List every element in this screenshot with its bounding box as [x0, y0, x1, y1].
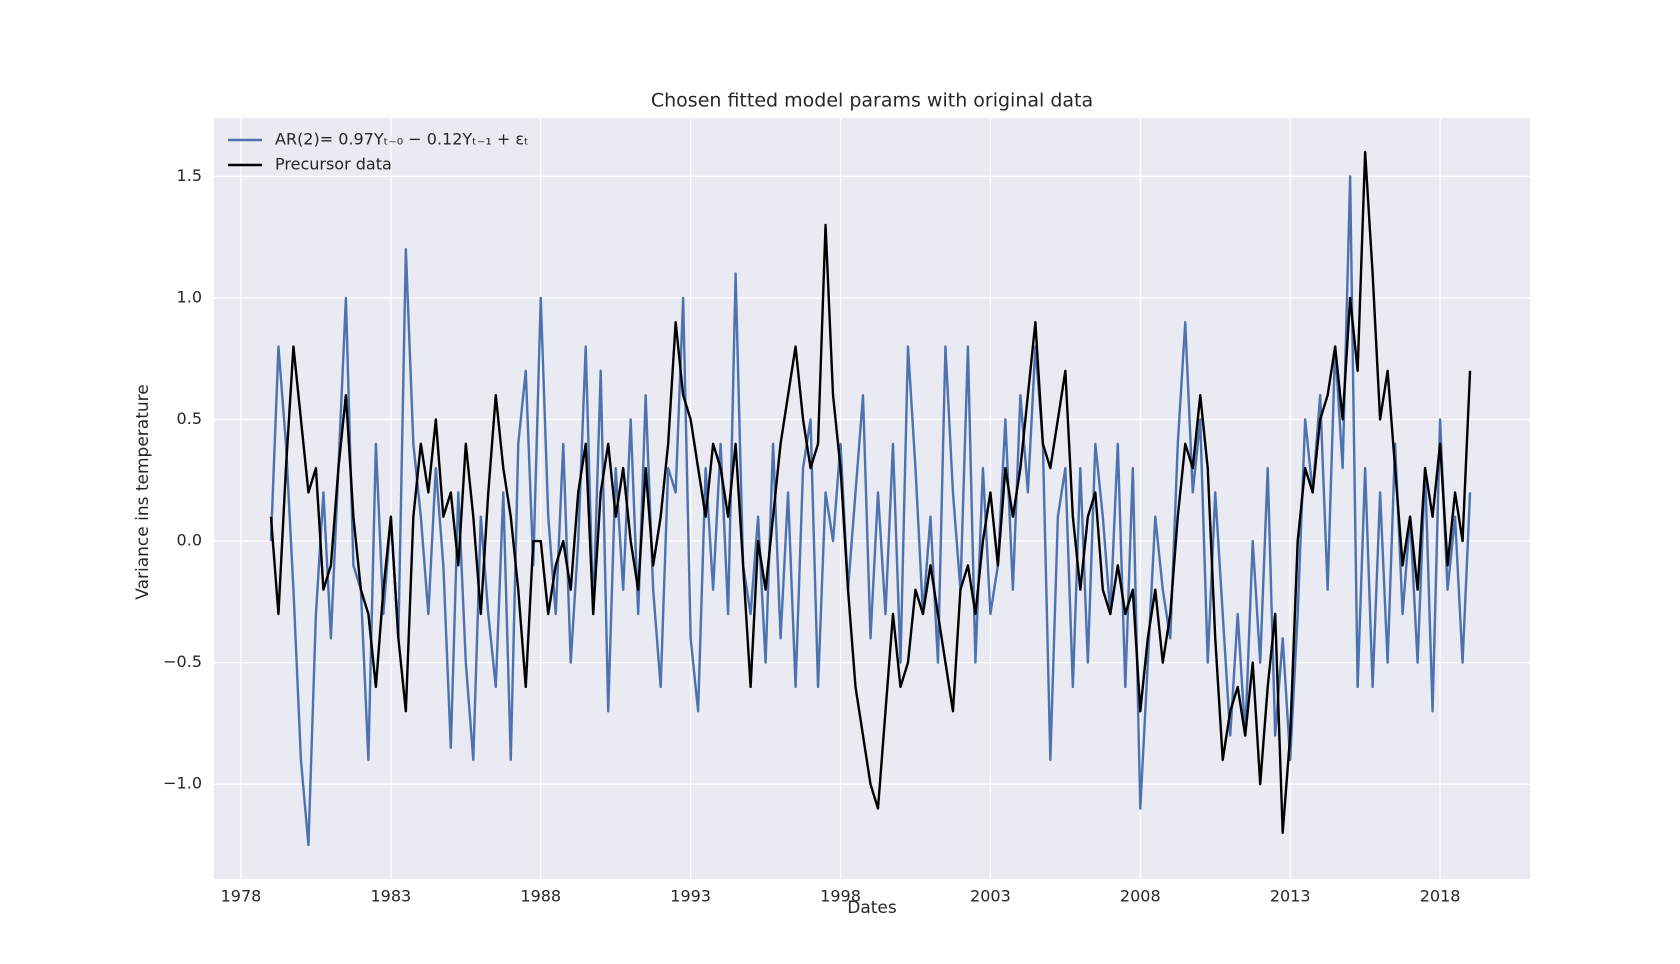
x-tick-label: 2018 — [1420, 887, 1461, 906]
x-tick-label: 2008 — [1120, 887, 1161, 906]
plot-background — [214, 118, 1530, 879]
x-tick-label: 1978 — [221, 887, 262, 906]
y-tick-label: 0.0 — [177, 531, 202, 550]
series-line — [269, 175, 1472, 847]
series-line — [269, 150, 1472, 835]
y-axis-label: Variance ins temperature — [133, 384, 153, 599]
x-tick-label: 1988 — [520, 887, 561, 906]
y-tick-label: 1.0 — [177, 287, 202, 306]
y-tick-label: 1.5 — [177, 166, 202, 185]
x-tick-label: 1993 — [670, 887, 711, 906]
y-tick-label: −1.0 — [163, 774, 202, 793]
x-tick-label: 1983 — [371, 887, 412, 906]
x-tick-label: 1998 — [820, 887, 861, 906]
x-tick-label: 2013 — [1270, 887, 1311, 906]
legend-label: Precursor data — [275, 155, 392, 174]
x-axis-label: Dates — [847, 898, 897, 918]
y-tick-label: −0.5 — [163, 652, 202, 671]
chart-title: Chosen fitted model params with original… — [651, 90, 1093, 112]
legend-label: AR(2)= 0.97Yₜ₋₀ − 0.12Yₜ₋₁ + εₜ — [275, 130, 529, 149]
x-tick-label: 2003 — [970, 887, 1011, 906]
y-tick-label: 0.5 — [177, 409, 202, 428]
